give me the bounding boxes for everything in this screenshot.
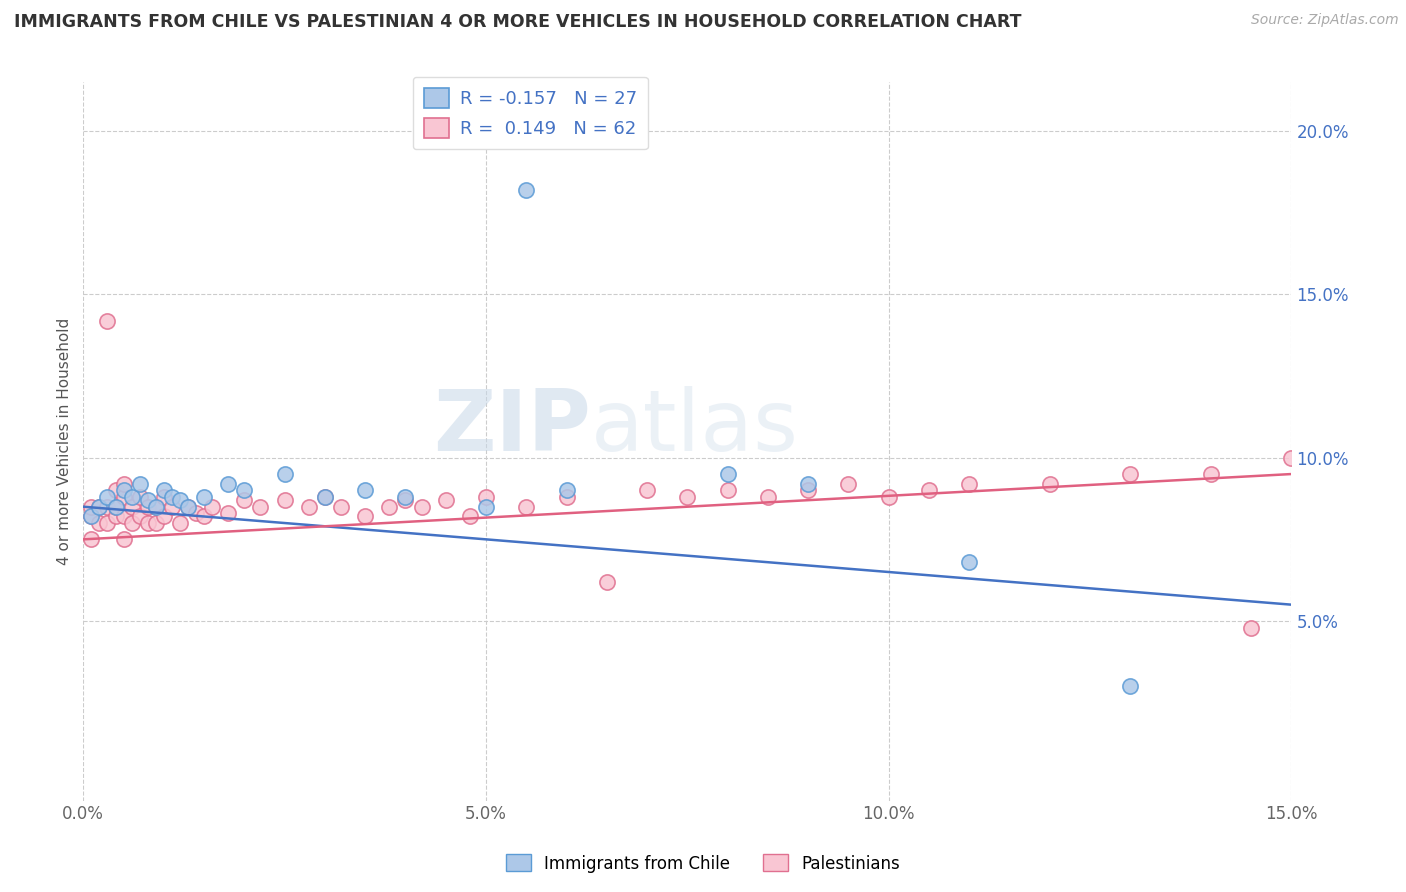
Point	[515, 183, 537, 197]
Point	[136, 516, 159, 530]
Point	[717, 467, 740, 481]
Point	[1119, 679, 1142, 693]
Point	[80, 533, 103, 547]
Point	[1199, 467, 1222, 481]
Point	[797, 476, 820, 491]
Point	[136, 493, 159, 508]
Point	[89, 500, 111, 514]
Point	[555, 483, 578, 498]
Point	[104, 483, 127, 498]
Point	[128, 476, 150, 491]
Point	[314, 490, 336, 504]
Point	[636, 483, 658, 498]
Point	[217, 476, 239, 491]
Point	[177, 500, 200, 514]
Point	[128, 490, 150, 504]
Point	[153, 490, 176, 504]
Point	[193, 509, 215, 524]
Point	[104, 500, 127, 514]
Point	[80, 500, 103, 514]
Point	[249, 500, 271, 514]
Point	[458, 509, 481, 524]
Legend: Immigrants from Chile, Palestinians: Immigrants from Chile, Palestinians	[499, 847, 907, 880]
Point	[330, 500, 353, 514]
Point	[128, 509, 150, 524]
Point	[411, 500, 433, 514]
Point	[1281, 450, 1303, 465]
Point	[112, 533, 135, 547]
Point	[354, 483, 377, 498]
Point	[136, 500, 159, 514]
Point	[112, 509, 135, 524]
Y-axis label: 4 or more Vehicles in Household: 4 or more Vehicles in Household	[58, 318, 72, 565]
Point	[877, 490, 900, 504]
Point	[160, 500, 183, 514]
Point	[756, 490, 779, 504]
Point	[80, 509, 103, 524]
Point	[434, 493, 457, 508]
Point	[177, 500, 200, 514]
Point	[145, 500, 167, 514]
Point	[676, 490, 699, 504]
Point	[193, 490, 215, 504]
Point	[96, 490, 118, 504]
Point	[475, 490, 498, 504]
Point	[104, 509, 127, 524]
Text: IMMIGRANTS FROM CHILE VS PALESTINIAN 4 OR MORE VEHICLES IN HOUSEHOLD CORRELATION: IMMIGRANTS FROM CHILE VS PALESTINIAN 4 O…	[14, 13, 1022, 31]
Point	[96, 313, 118, 327]
Point	[145, 500, 167, 514]
Point	[354, 509, 377, 524]
Point	[169, 516, 191, 530]
Point	[378, 500, 401, 514]
Point	[394, 490, 416, 504]
Point	[112, 483, 135, 498]
Point	[555, 490, 578, 504]
Point	[96, 516, 118, 530]
Point	[957, 476, 980, 491]
Point	[145, 516, 167, 530]
Point	[89, 500, 111, 514]
Point	[957, 555, 980, 569]
Point	[121, 490, 143, 504]
Point	[217, 506, 239, 520]
Text: atlas: atlas	[591, 385, 799, 468]
Point	[201, 500, 224, 514]
Point	[233, 483, 256, 498]
Point	[153, 483, 176, 498]
Point	[596, 574, 619, 589]
Point	[112, 476, 135, 491]
Point	[1039, 476, 1062, 491]
Point	[1240, 621, 1263, 635]
Point	[160, 490, 183, 504]
Point	[169, 493, 191, 508]
Point	[475, 500, 498, 514]
Text: Source: ZipAtlas.com: Source: ZipAtlas.com	[1251, 13, 1399, 28]
Point	[80, 509, 103, 524]
Legend: R = -0.157   N = 27, R =  0.149   N = 62: R = -0.157 N = 27, R = 0.149 N = 62	[413, 77, 648, 149]
Point	[121, 500, 143, 514]
Point	[273, 493, 295, 508]
Point	[104, 500, 127, 514]
Point	[112, 490, 135, 504]
Point	[797, 483, 820, 498]
Point	[515, 500, 537, 514]
Point	[273, 467, 295, 481]
Point	[717, 483, 740, 498]
Point	[298, 500, 321, 514]
Point	[184, 506, 207, 520]
Point	[153, 509, 176, 524]
Point	[96, 500, 118, 514]
Text: ZIP: ZIP	[433, 385, 591, 468]
Point	[1119, 467, 1142, 481]
Point	[121, 516, 143, 530]
Point	[394, 493, 416, 508]
Point	[837, 476, 859, 491]
Point	[89, 516, 111, 530]
Point	[233, 493, 256, 508]
Point	[314, 490, 336, 504]
Point	[918, 483, 941, 498]
